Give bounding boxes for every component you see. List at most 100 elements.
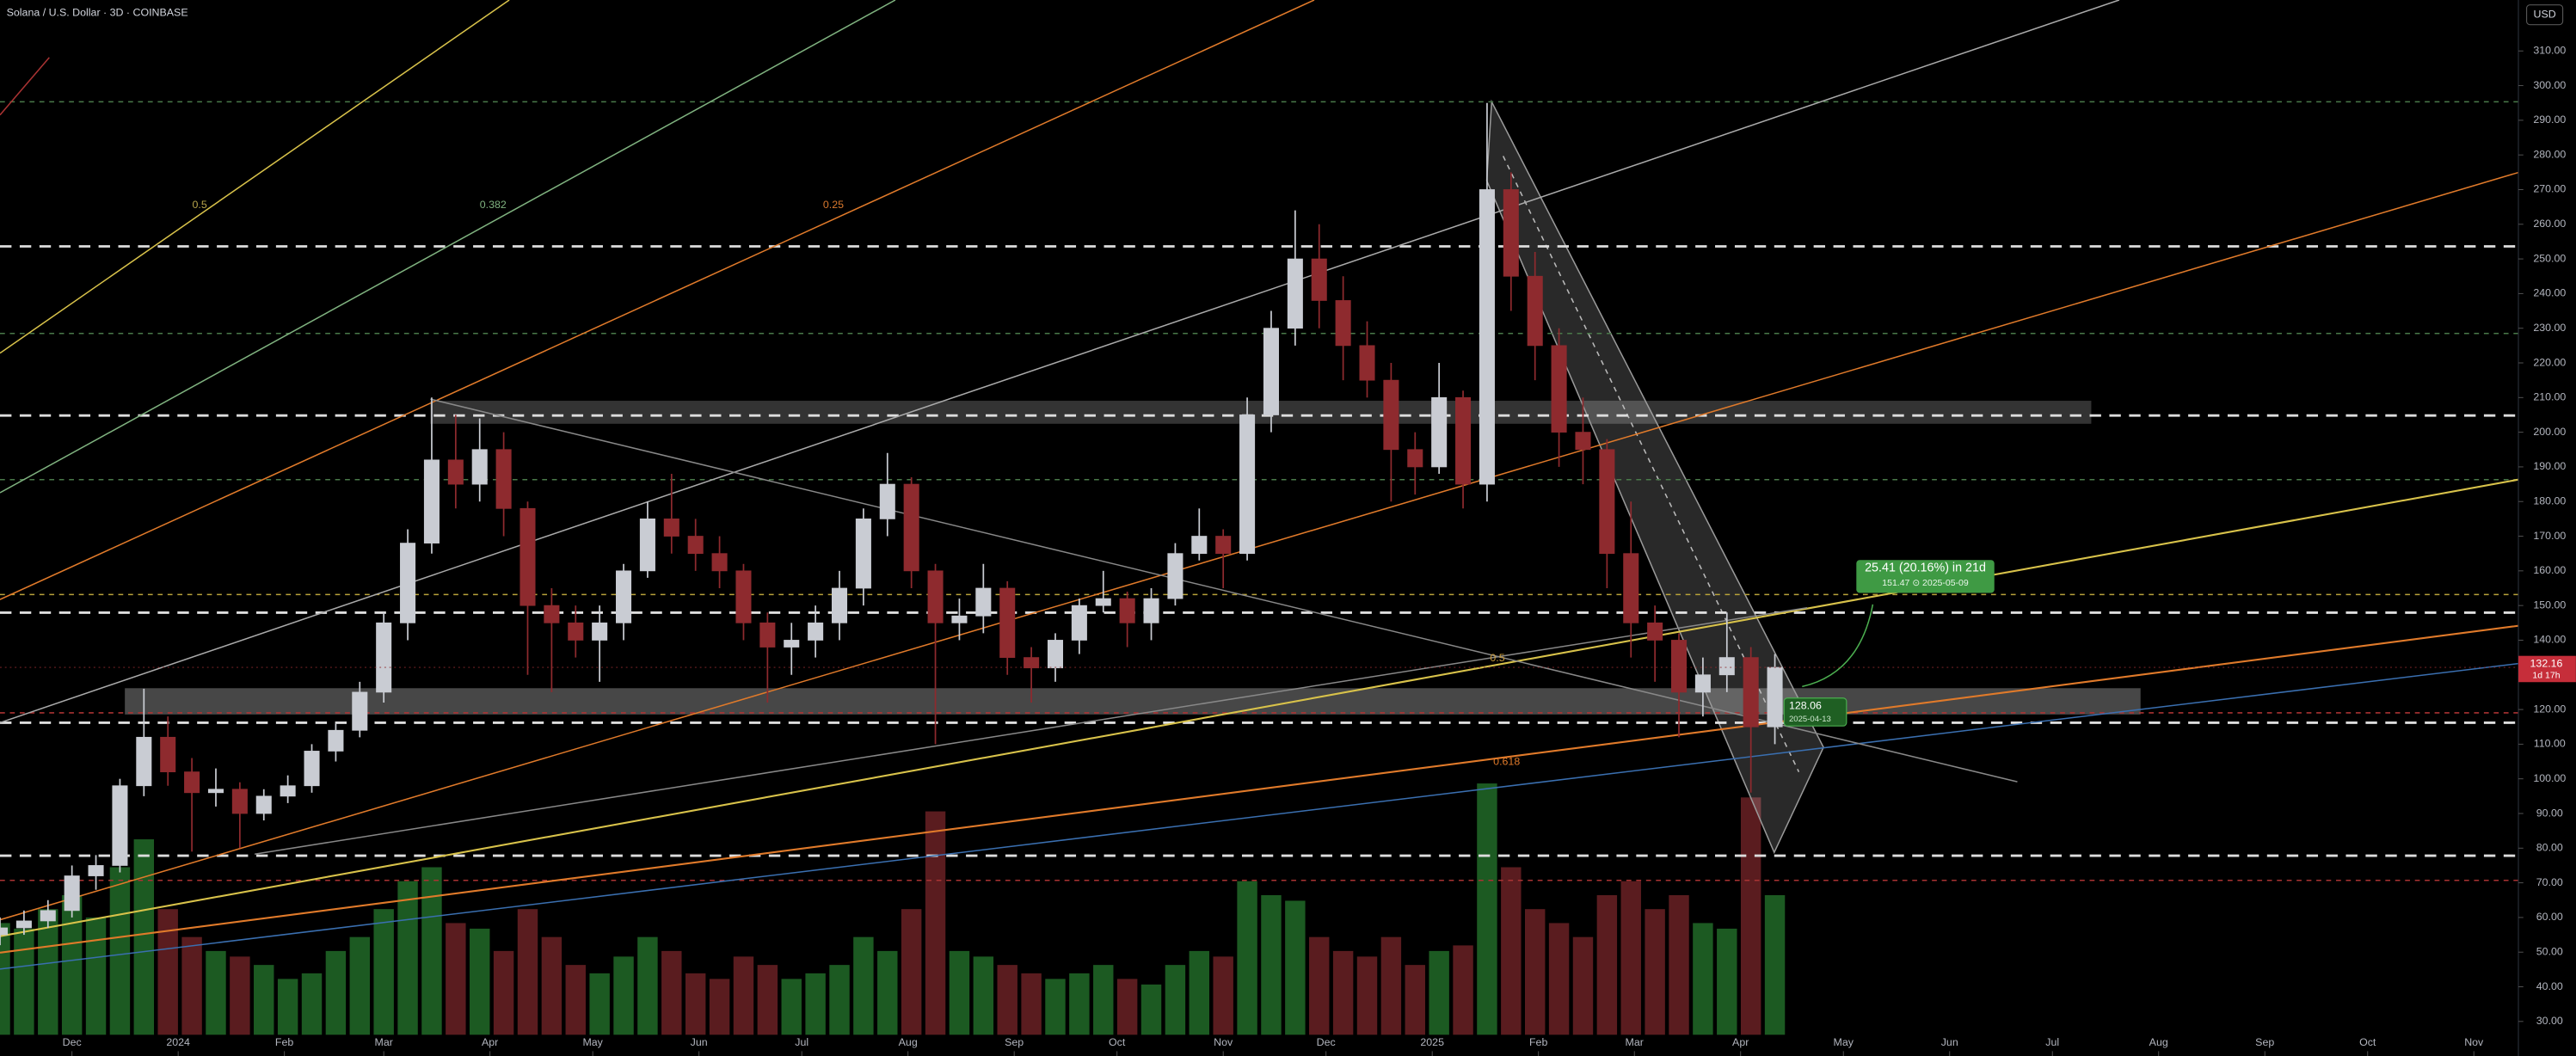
volume-bar	[1645, 909, 1665, 1035]
volume-bar	[1572, 936, 1594, 1035]
volume-bar	[1093, 965, 1114, 1035]
x-tick-label: Nov	[1214, 1036, 1233, 1048]
volume-bar	[1140, 984, 1162, 1035]
candle-body	[879, 483, 895, 519]
candle-body	[544, 605, 560, 623]
x-tick-label: Aug	[899, 1036, 918, 1048]
volume-bar	[517, 909, 538, 1035]
volume-bar	[637, 936, 658, 1035]
volume-bar	[109, 867, 131, 1035]
y-tick-label: 250.00	[2533, 252, 2566, 264]
marker-box	[1783, 697, 1847, 727]
fib-label: 0.5	[1490, 652, 1504, 664]
fib-label: 0.5	[192, 199, 206, 211]
volume-bar	[1453, 945, 1473, 1035]
candle-body	[1647, 622, 1663, 641]
trend-line	[254, 606, 1808, 855]
candle-body	[1623, 553, 1639, 623]
candle-body	[927, 570, 944, 623]
candle-body	[495, 449, 512, 509]
x-tick-label: Apr	[482, 1036, 498, 1048]
candle-body	[687, 536, 704, 555]
marker-date: 2025-04-13	[1789, 715, 1831, 724]
volume-bar	[1380, 936, 1402, 1035]
candle-body	[975, 587, 992, 617]
candle-body	[280, 785, 296, 797]
candle-body	[423, 459, 440, 543]
volume-bar	[325, 950, 347, 1035]
trend-line	[0, 0, 1315, 600]
volume-bar	[1764, 894, 1786, 1035]
volume-bar	[1693, 923, 1713, 1035]
y-tick-label: 60.00	[2536, 911, 2563, 923]
volume-bar	[373, 909, 394, 1035]
volume-bar	[1045, 979, 1066, 1035]
candle-body	[1718, 657, 1735, 676]
x-tick-label: Sep	[1005, 1036, 1024, 1048]
candle-body	[592, 622, 608, 641]
candle-body	[1383, 379, 1399, 451]
volume-bar	[14, 928, 34, 1035]
volume-bar	[157, 909, 178, 1035]
x-tick-label: Jun	[1941, 1036, 1958, 1048]
volume-bar	[1165, 965, 1186, 1035]
volume-bar	[85, 917, 107, 1035]
volume-bar	[1429, 950, 1449, 1035]
candle-body	[1335, 300, 1351, 347]
volume-bar	[301, 973, 323, 1035]
candle-body	[1047, 640, 1064, 669]
x-tick-label: Oct	[1109, 1036, 1126, 1048]
candle-body	[1767, 666, 1783, 728]
trend-line	[0, 0, 510, 354]
volume-bar	[565, 965, 586, 1035]
trend-line	[0, 0, 896, 494]
fib-label: 0.618	[1493, 756, 1520, 768]
volume-bar	[1596, 894, 1618, 1035]
y-tick-label: 150.00	[2533, 599, 2566, 611]
candle-body	[1311, 258, 1327, 301]
currency[interactable]: USD	[2533, 8, 2555, 20]
volume-bar	[349, 936, 371, 1035]
volume-bar	[829, 965, 850, 1035]
candle-body	[999, 587, 1016, 658]
candle-body	[1119, 598, 1135, 623]
measure-detail: 151.47 ⊙ 2025-05-09	[1882, 578, 1969, 588]
x-tick-label: Feb	[275, 1036, 293, 1048]
candle-body	[352, 691, 368, 731]
last-price-box	[2518, 655, 2576, 683]
candle-body	[1407, 449, 1423, 468]
volume-bar	[254, 965, 274, 1035]
candle-body	[64, 875, 80, 912]
y-tick-label: 180.00	[2533, 495, 2566, 507]
volume-bar	[901, 909, 922, 1035]
trend-line	[0, 662, 2519, 970]
projection	[1802, 604, 1874, 688]
volume-bar	[925, 811, 946, 1035]
candle-body	[1431, 396, 1448, 468]
volume-bar	[1021, 973, 1042, 1035]
y-tick-label: 240.00	[2533, 287, 2566, 299]
candle-body	[0, 927, 9, 936]
y-tick-label: 50.00	[2536, 945, 2563, 957]
y-tick-label: 310.00	[2533, 45, 2566, 57]
volume-bar	[446, 923, 466, 1035]
candle-body	[255, 795, 272, 814]
trend-line	[0, 171, 2519, 921]
candle-body	[1599, 449, 1615, 555]
fib-label: 0.25	[823, 199, 844, 211]
volume-bar	[877, 950, 898, 1035]
volume-bar	[1501, 867, 1522, 1035]
channel	[1485, 99, 1824, 855]
marker-price: 128.06	[1789, 700, 1822, 712]
y-tick-label: 40.00	[2536, 980, 2563, 992]
candle-body	[1095, 598, 1111, 606]
candle-body	[1575, 432, 1591, 451]
candle-body	[903, 483, 919, 572]
x-tick-label: Nov	[2464, 1036, 2484, 1048]
volume-bar	[1069, 973, 1090, 1035]
candle-body	[784, 640, 800, 648]
currency-box[interactable]	[2526, 4, 2564, 26]
y-tick-label: 290.00	[2533, 114, 2566, 126]
x-tick-label: Aug	[2149, 1036, 2168, 1048]
volume-bar	[277, 979, 298, 1035]
